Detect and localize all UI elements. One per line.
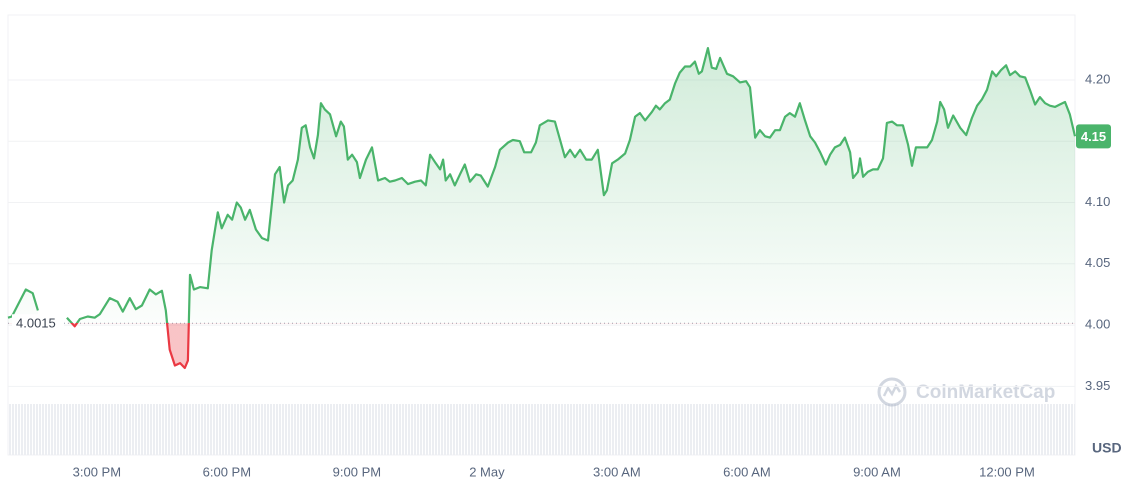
- currency-label: USD: [1092, 440, 1122, 456]
- y-tick-label: 3.95: [1085, 378, 1110, 393]
- area-fill: [8, 48, 1075, 368]
- last-price-badge: [1076, 124, 1111, 149]
- x-tick-label: 3:00 AM: [593, 464, 641, 479]
- baseline-label-bg: [12, 314, 64, 333]
- watermark: CoinMarketCap: [877, 377, 1055, 407]
- x-tick-label: 12:00 PM: [979, 464, 1035, 479]
- y-tick-label: 4.00: [1085, 317, 1110, 332]
- volume-band: [8, 404, 1075, 455]
- y-tick-label: 4.10: [1085, 194, 1110, 209]
- baseline-label: 4.0015: [16, 316, 56, 331]
- x-tick-label: 6:00 PM: [203, 464, 251, 479]
- y-tick-label: 4.20: [1085, 71, 1110, 86]
- x-tick-label: 9:00 PM: [333, 464, 381, 479]
- last-price-label: 4.15: [1081, 129, 1106, 144]
- x-tick-label: 3:00 PM: [73, 464, 121, 479]
- watermark-text: CoinMarketCap: [916, 382, 1055, 403]
- price-line: [7, 47, 1077, 370]
- x-tick-label: 6:00 AM: [723, 464, 771, 479]
- x-tick-label: 9:00 AM: [853, 464, 901, 479]
- y-tick-label: 4.05: [1085, 255, 1110, 270]
- x-tick-label: 2 May: [469, 464, 505, 479]
